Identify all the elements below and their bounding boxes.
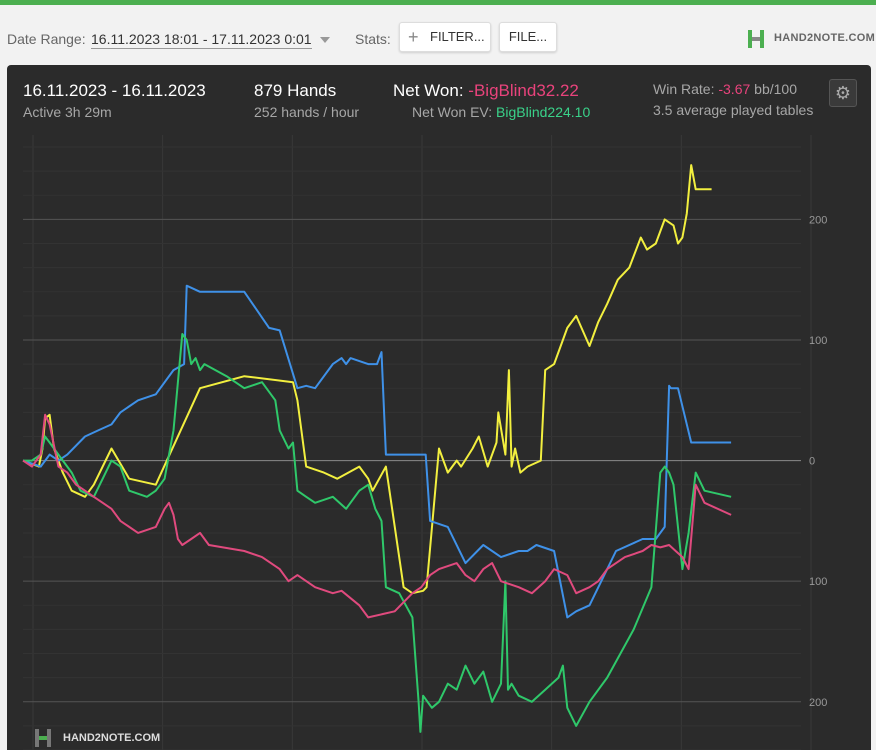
watermark-text: HAND2NOTE.COM	[63, 732, 161, 744]
chevron-down-icon[interactable]	[320, 37, 330, 43]
y-tick-label: 100	[809, 576, 827, 588]
date-range-label: Date Range:	[7, 31, 86, 47]
hands-per-hour: 252 hands / hour	[254, 104, 360, 120]
series-line-blue	[22, 284, 732, 619]
watermark-logo-icon	[35, 729, 51, 747]
stats-label: Stats:	[355, 31, 391, 47]
win-rate-value: -3.67	[718, 81, 751, 97]
file-button-label: FILE...	[508, 29, 548, 44]
logo-mark-icon	[748, 30, 764, 48]
file-button[interactable]: FILE...	[499, 22, 557, 52]
y-tick-label: 0	[809, 456, 815, 468]
y-tick-label: 200	[809, 697, 827, 709]
filter-button[interactable]: + FILTER...	[399, 22, 491, 52]
filter-button-label: FILTER...	[430, 29, 485, 44]
win-rate: Win Rate: -3.67 bb/100	[653, 81, 797, 97]
net-won-label: Net Won:	[393, 81, 464, 100]
win-rate-unit: bb/100	[754, 81, 797, 97]
series-line-yellow	[22, 164, 712, 595]
active-time: Active 3h 29m	[23, 104, 112, 120]
hand2note-logo: HAND2NOTE.COM	[746, 28, 875, 50]
gear-icon: ⚙	[834, 83, 852, 103]
date-range-select[interactable]: 16.11.2023 18:01 - 17.11.2023 0:01	[91, 31, 312, 49]
net-won-ev: Net Won EV: BigBlind224.10	[412, 104, 590, 120]
net-won-ev-label: Net Won EV:	[412, 104, 493, 120]
net-won: Net Won: -BigBlind32.22	[393, 81, 579, 101]
series-line-red	[22, 413, 732, 619]
net-won-ev-value: BigBlind224.10	[496, 104, 591, 120]
logo-text: HAND2NOTE.COM	[774, 32, 876, 44]
graph-panel: 200 100 0 100 200 16.11.2023 - 16.11.2023 Ac…	[7, 65, 871, 750]
win-rate-label: Win Rate:	[653, 81, 715, 97]
series-line-green	[23, 333, 732, 733]
y-tick-label: 200	[809, 214, 827, 226]
date-span: 16.11.2023 - 16.11.2023	[23, 81, 206, 100]
net-won-value: -BigBlind32.22	[468, 81, 579, 100]
toolbar: Date Range: 16.11.2023 18:01 - 17.11.202…	[0, 5, 876, 63]
average-tables: 3.5 average played tables	[653, 102, 814, 118]
top-accent-bar	[0, 0, 876, 5]
settings-button[interactable]: ⚙	[829, 79, 857, 107]
watermark-logo: HAND2NOTE.COM	[33, 727, 160, 749]
y-tick-label: 100	[809, 335, 827, 347]
hands-count: 879 Hands	[254, 81, 337, 100]
plus-icon: +	[408, 27, 419, 47]
winnings-chart: 200 100 0 100 200	[22, 135, 827, 750]
